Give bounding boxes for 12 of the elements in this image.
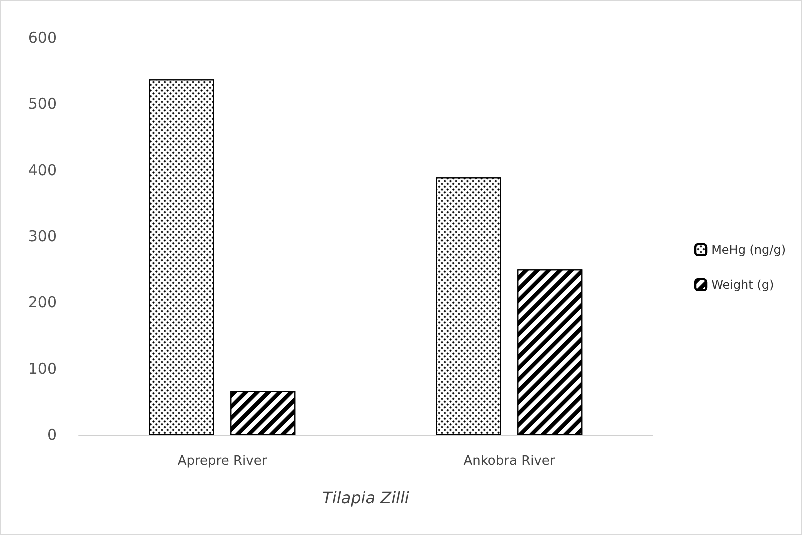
legend-label: Weight (g) (712, 278, 774, 292)
y-tick-label: 600 (28, 29, 57, 47)
y-tick-label: 200 (28, 294, 57, 312)
x-tick-label: Ankobra River (464, 454, 556, 469)
y-tick-label: 100 (28, 360, 57, 378)
legend-label: MeHg (ng/g) (712, 243, 786, 257)
y-tick-label: 400 (28, 161, 57, 180)
x-axis-title: Tilapia Zilli (322, 488, 410, 508)
x-tick-label: Aprepre River (178, 454, 268, 469)
y-tick-label: 500 (28, 95, 57, 114)
y-tick-label: 300 (28, 228, 57, 246)
y-tick-label: 0 (47, 426, 57, 444)
